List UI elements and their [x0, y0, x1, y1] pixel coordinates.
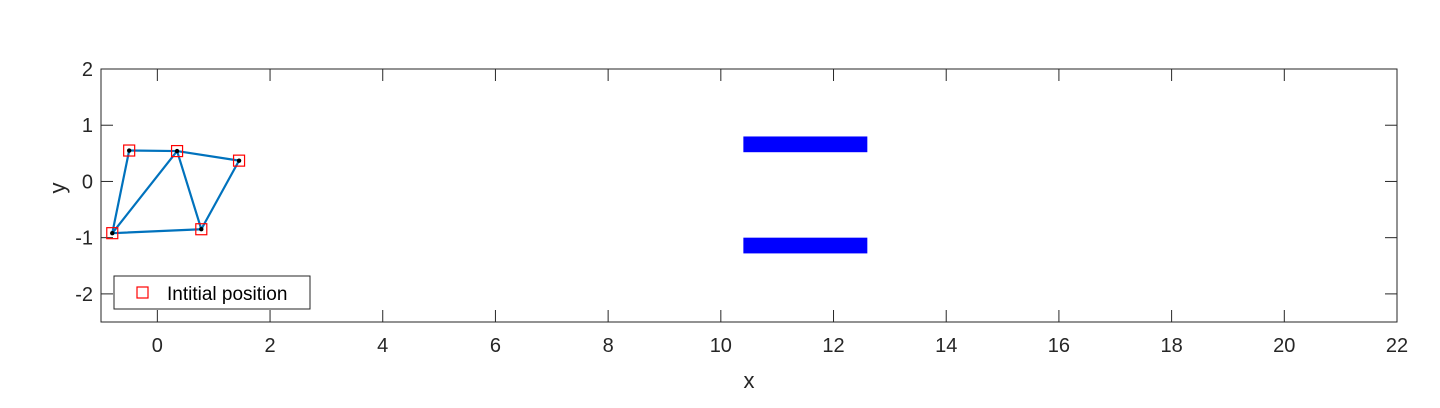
network-edge: [175, 149, 241, 162]
obstacles: [743, 136, 868, 254]
network-edge: [128, 149, 179, 153]
initial-position-marker: [123, 144, 136, 157]
initial-position-marker: [170, 144, 184, 158]
legend: Intitial position: [113, 275, 311, 310]
obstacle-rect: [743, 237, 868, 254]
y-tick-marks: [101, 68, 1397, 295]
network-edge: [200, 159, 241, 231]
y-tick-label: -2: [75, 284, 93, 306]
initial-position-marker: [106, 227, 119, 240]
x-tick-label: 20: [1273, 335, 1295, 357]
network-node: [126, 148, 132, 153]
legend-entry-label: Intitial position: [167, 284, 287, 305]
x-tick-label: 4: [377, 335, 388, 357]
obstacle-rect: [743, 136, 868, 153]
y-tick-label: 2: [82, 59, 93, 81]
x-tick-label: 14: [935, 335, 957, 357]
y-tick-label: 1: [82, 115, 93, 137]
initial-position-marker: [232, 154, 246, 167]
y-axis-label: y: [45, 183, 70, 194]
y-tick-labels: -2 -1 0 1 2: [75, 59, 93, 306]
network-node: [174, 148, 180, 154]
x-tick-label: 18: [1160, 335, 1182, 357]
x-tick-label: 10: [710, 335, 732, 357]
x-tick-label: 2: [264, 335, 275, 357]
y-tick-label: 0: [82, 171, 93, 193]
legend-box: [113, 275, 311, 310]
network-node: [236, 158, 242, 163]
x-tick-label: 22: [1386, 335, 1408, 357]
initial-position-markers: [106, 144, 246, 240]
initial-position-marker: [195, 223, 208, 236]
network-edge: [111, 149, 179, 235]
x-tick-label: 12: [822, 335, 844, 357]
x-tick-labels: 0 2 4 6 8 10 12 14 16 18 20 22: [152, 335, 1408, 357]
x-axis-label: x: [744, 368, 755, 393]
x-tick-label: 0: [152, 335, 163, 357]
network-edge: [111, 228, 203, 235]
x-tick-label: 6: [490, 335, 501, 357]
x-tick-marks: [156, 69, 1398, 322]
network-edges: [111, 149, 241, 235]
network-node: [199, 227, 204, 232]
plot-area: [100, 68, 1398, 323]
y-tick-label: -1: [75, 228, 93, 250]
network-node: [110, 230, 115, 236]
network-edge: [175, 149, 203, 231]
network-nodes: [110, 148, 242, 236]
x-tick-label: 16: [1048, 335, 1070, 357]
x-tick-label: 8: [603, 335, 614, 357]
network-edge: [111, 149, 131, 235]
legend-marker-square: [136, 286, 149, 299]
